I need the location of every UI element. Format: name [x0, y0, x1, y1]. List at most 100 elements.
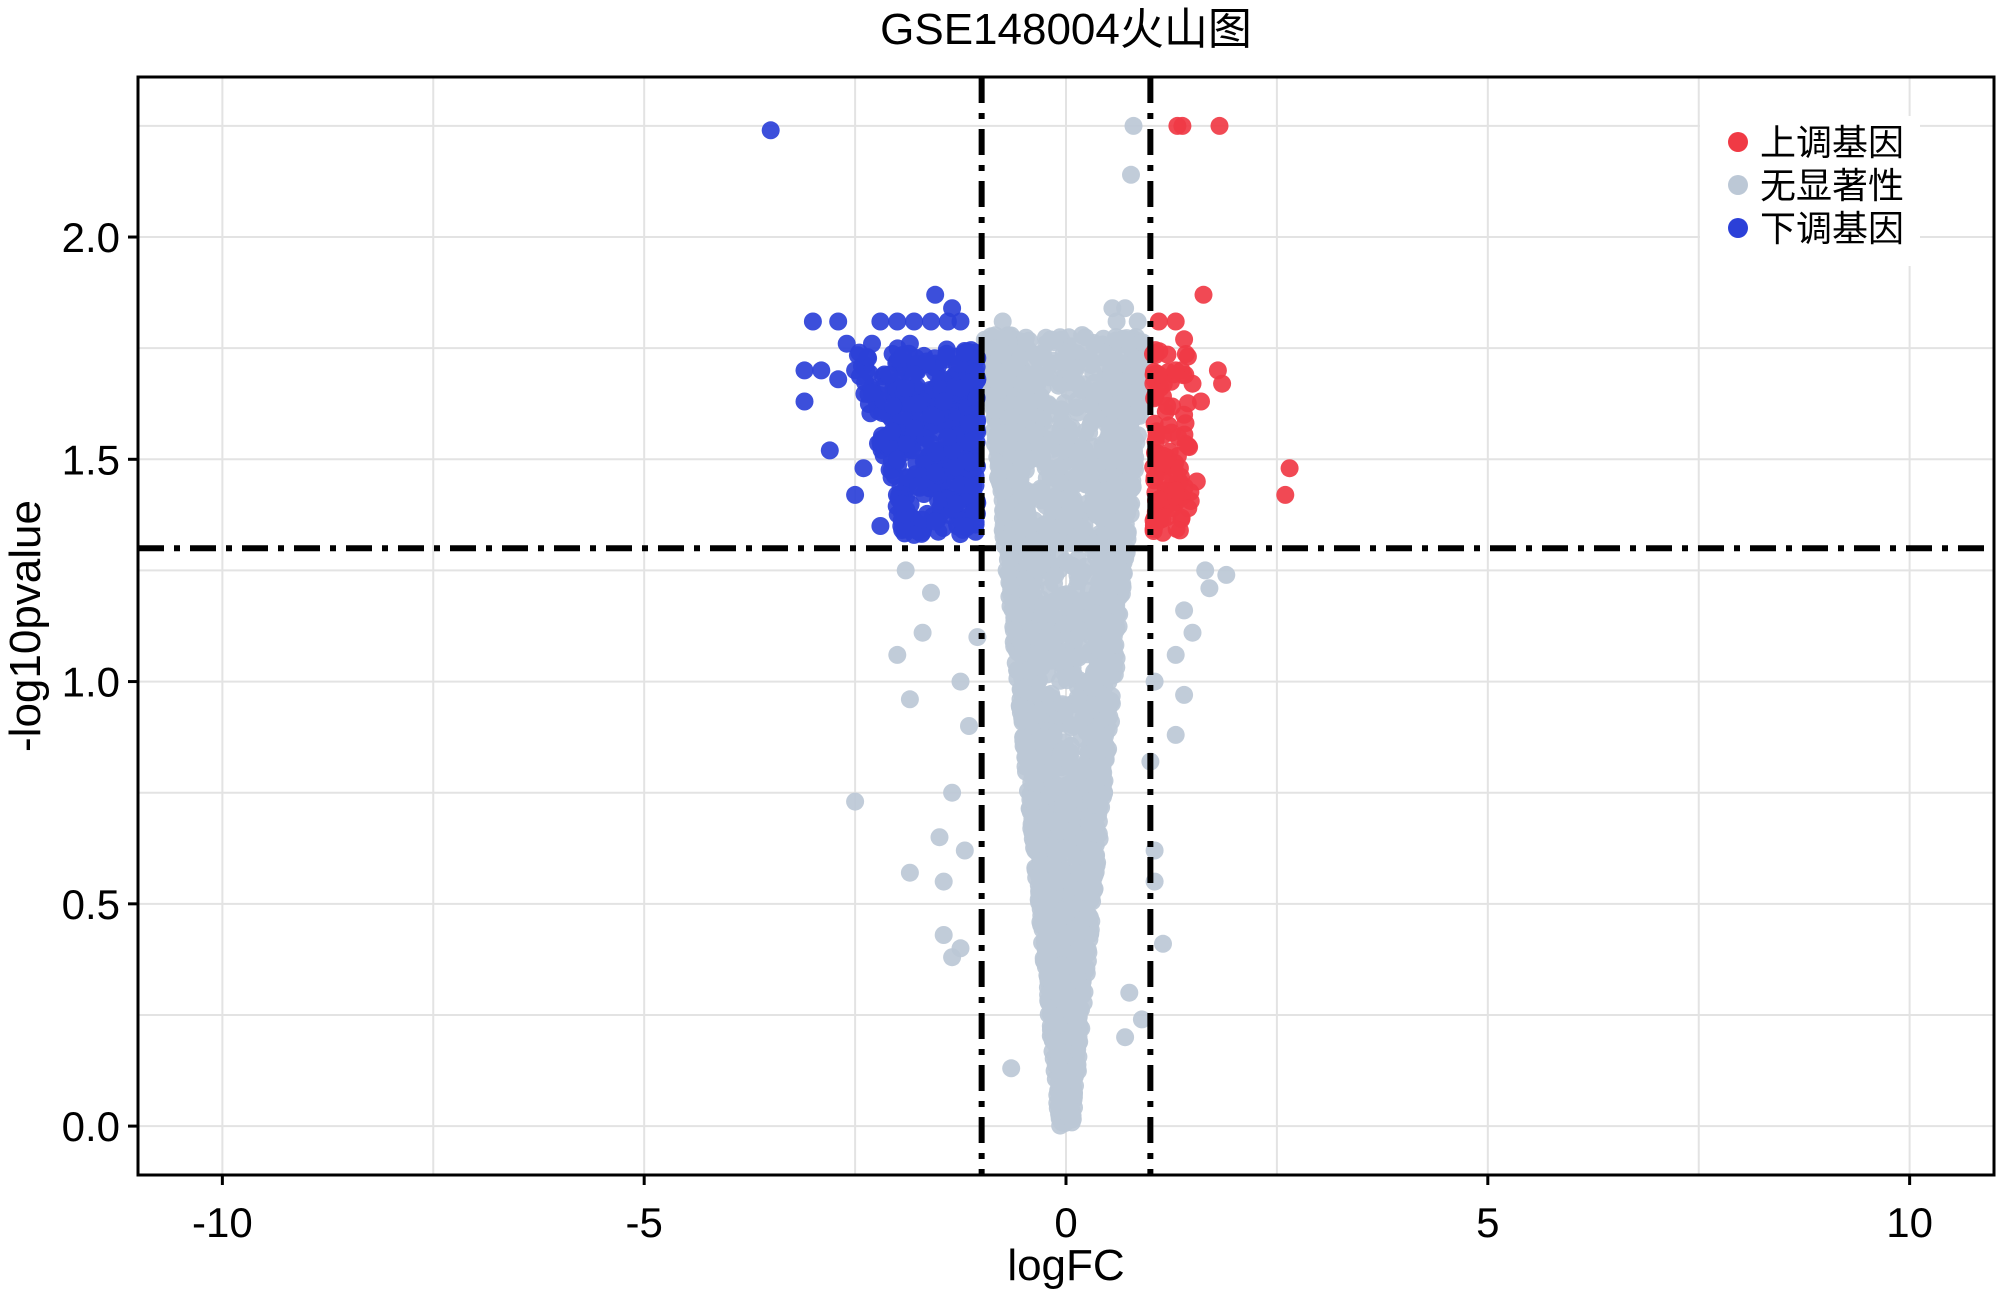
point-not-significant	[1060, 381, 1079, 400]
point-upregulated	[1149, 312, 1168, 331]
point-not-significant	[934, 872, 953, 891]
point-not-significant	[1020, 377, 1039, 396]
point-downregulated	[937, 347, 956, 366]
point-not-significant	[1032, 442, 1051, 461]
point-not-significant	[1120, 334, 1139, 353]
point-not-significant	[1166, 725, 1185, 744]
point-not-significant	[1071, 565, 1090, 584]
point-not-significant	[1073, 986, 1092, 1004]
point-not-significant	[1085, 696, 1104, 715]
point-not-significant	[1126, 460, 1144, 479]
point-upregulated	[1154, 450, 1172, 469]
point-downregulated	[964, 477, 983, 495]
point-downregulated	[795, 392, 814, 411]
point-not-significant	[1046, 1055, 1065, 1074]
point-not-significant	[1098, 395, 1117, 414]
point-not-significant	[1088, 781, 1106, 800]
point-not-significant	[1107, 312, 1126, 331]
point-not-significant	[993, 312, 1012, 331]
point-not-significant	[1032, 345, 1051, 363]
point-not-significant	[1060, 427, 1079, 446]
point-not-significant	[1183, 623, 1202, 642]
point-not-significant	[1013, 502, 1032, 521]
point-not-significant	[984, 399, 1003, 418]
point-upregulated	[1173, 116, 1192, 135]
point-not-significant	[846, 792, 865, 811]
x-tick-label: 10	[1886, 1199, 1933, 1246]
y-tick-label: 0.5	[62, 881, 120, 928]
point-not-significant	[987, 367, 1006, 386]
point-downregulated	[871, 312, 890, 331]
point-not-significant	[900, 863, 919, 882]
point-downregulated	[926, 463, 945, 482]
point-downregulated	[929, 491, 947, 510]
point-upregulated	[1166, 312, 1185, 331]
point-not-significant	[1060, 1099, 1079, 1117]
point-not-significant	[1120, 983, 1139, 1002]
point-not-significant	[1057, 553, 1076, 572]
point-not-significant	[951, 939, 970, 958]
point-not-significant	[1200, 579, 1219, 598]
point-not-significant	[1021, 661, 1040, 680]
point-not-significant	[1090, 573, 1109, 592]
point-upregulated	[1183, 374, 1202, 393]
series-upregulated	[1144, 116, 1299, 542]
point-downregulated	[829, 312, 848, 331]
point-downregulated	[909, 394, 928, 413]
point-not-significant	[1026, 627, 1044, 646]
point-not-significant	[1062, 342, 1081, 361]
point-upregulated	[1149, 365, 1168, 384]
point-downregulated	[860, 364, 879, 383]
y-tick-label: 1.5	[62, 436, 120, 483]
point-upregulated	[1158, 397, 1177, 415]
point-not-significant	[1016, 757, 1035, 776]
point-not-significant	[888, 645, 907, 664]
point-not-significant	[1060, 646, 1078, 665]
point-downregulated	[882, 468, 901, 487]
point-not-significant	[1016, 328, 1035, 347]
point-upregulated	[1210, 116, 1229, 135]
point-not-significant	[1069, 1027, 1088, 1046]
point-downregulated	[897, 435, 916, 454]
point-not-significant	[1080, 884, 1099, 902]
point-not-significant	[1002, 1059, 1021, 1078]
point-not-significant	[1058, 822, 1077, 841]
point-downregulated	[951, 312, 970, 331]
y-tick-label: 1.0	[62, 659, 120, 706]
point-not-significant	[1000, 435, 1019, 454]
legend-label: 下调基因	[1760, 209, 1904, 250]
point-not-significant	[934, 926, 953, 944]
point-not-significant	[1043, 424, 1062, 443]
point-downregulated	[922, 405, 940, 424]
y-tick-label: 2.0	[62, 214, 120, 261]
point-upregulated	[1166, 361, 1185, 380]
point-not-significant	[1101, 628, 1120, 647]
x-tick-label: -5	[626, 1199, 663, 1246]
point-not-significant	[1045, 333, 1064, 352]
legend-marker	[1728, 175, 1748, 195]
point-downregulated	[904, 365, 923, 384]
point-upregulated	[1149, 490, 1168, 509]
point-upregulated	[1179, 437, 1198, 455]
point-not-significant	[1129, 390, 1147, 408]
point-not-significant	[1092, 737, 1111, 756]
point-downregulated	[888, 312, 907, 331]
point-downregulated	[829, 370, 848, 389]
point-not-significant	[1060, 792, 1079, 811]
point-not-significant	[1093, 657, 1112, 676]
point-downregulated	[947, 494, 966, 513]
point-not-significant	[1034, 517, 1053, 536]
point-downregulated	[934, 392, 953, 411]
point-downregulated	[905, 419, 924, 438]
point-not-significant	[1060, 746, 1079, 765]
point-not-significant	[1105, 475, 1124, 494]
point-upregulated	[1187, 472, 1206, 491]
point-not-significant	[1044, 981, 1063, 1000]
point-not-significant	[1049, 1015, 1067, 1034]
point-not-significant	[1032, 483, 1051, 502]
point-not-significant	[999, 564, 1018, 583]
point-downregulated	[917, 352, 936, 371]
x-axis-title: logFC	[1007, 1241, 1124, 1290]
point-downregulated	[938, 428, 957, 447]
point-downregulated	[803, 312, 822, 331]
